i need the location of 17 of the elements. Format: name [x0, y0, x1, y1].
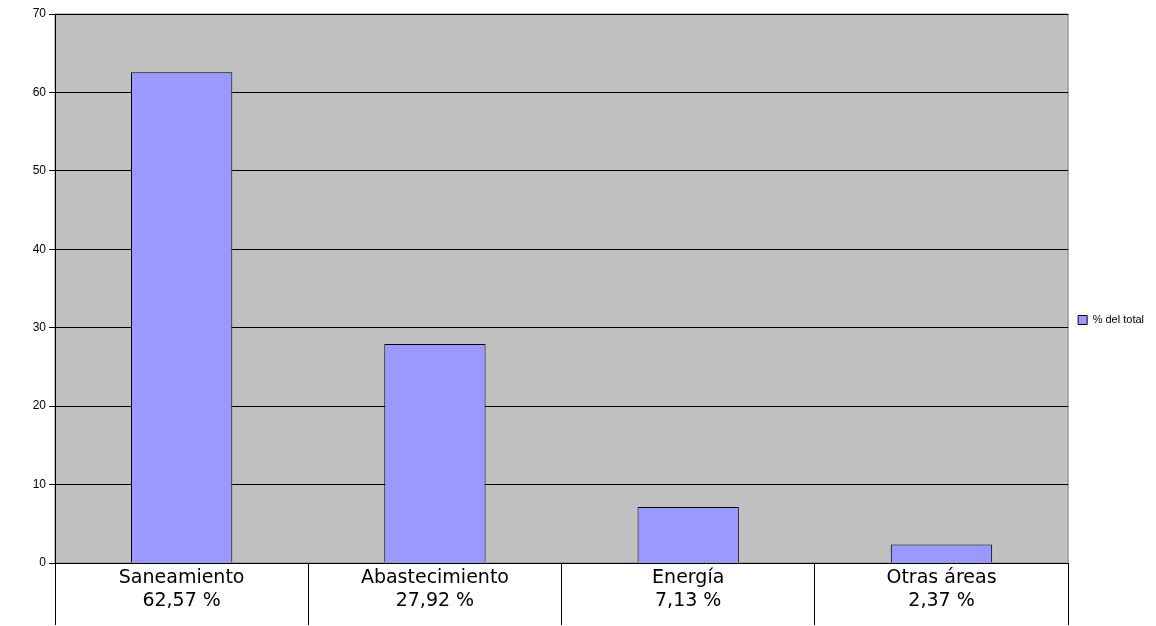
- y-tick-label: 70: [32, 6, 47, 21]
- y-tick-label: 20: [32, 398, 47, 413]
- x-tick-label: Abastecimiento: [360, 565, 509, 588]
- legend-label: % del total: [1092, 313, 1145, 326]
- data-label: 62,57 %: [142, 588, 221, 611]
- data-label: 2,37 %: [908, 588, 975, 611]
- y-tick-label: 30: [32, 320, 47, 335]
- y-tick-label: 50: [32, 163, 47, 178]
- y-tick-label: 0: [39, 555, 47, 570]
- x-tick-label: Otras áreas: [886, 565, 997, 588]
- y-tick-label: 60: [32, 84, 47, 99]
- data-label: 27,92 %: [395, 588, 475, 611]
- y-tick-label: 10: [32, 476, 47, 491]
- data-label: 7,13 %: [655, 588, 722, 611]
- x-tick-label: Saneamiento: [118, 565, 245, 588]
- x-tick-label: Energía: [652, 565, 725, 588]
- y-tick-label: 40: [32, 241, 47, 256]
